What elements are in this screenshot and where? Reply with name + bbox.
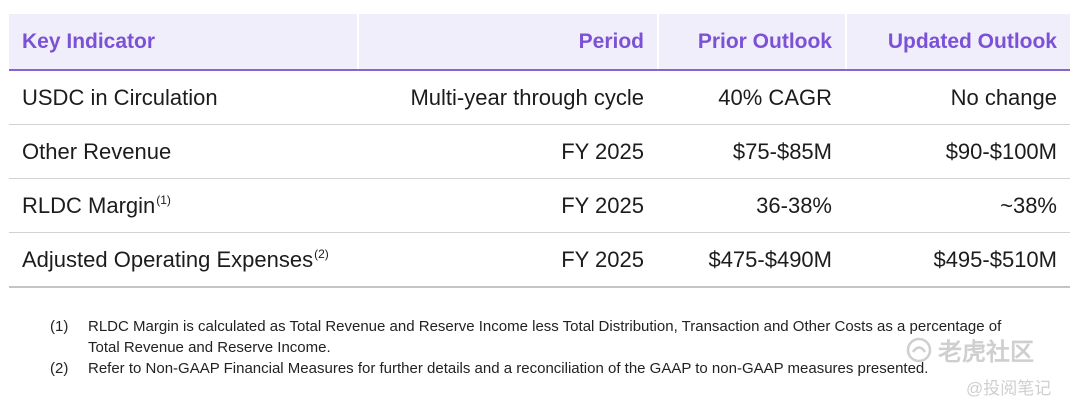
period-cell: FY 2025 [561, 192, 644, 218]
prior-outlook-cell: $475-$490M [708, 246, 832, 272]
watermark-brand-text: 老虎社区 [938, 339, 1034, 366]
footnote-number: (1) [50, 318, 69, 335]
prior-outlook-cell: 36-38% [756, 192, 832, 218]
indicator-label: RLDC Margin [22, 192, 156, 218]
table-row: RLDC Margin(1) FY 2025 36-38% ~38% [9, 179, 1070, 233]
indicator-label: Adjusted Operating Expenses [22, 246, 314, 272]
indicator-cell: Other Revenue [9, 139, 357, 165]
footnote: (2) Refer to Non-GAAP Financial Measures… [50, 358, 1010, 379]
updated-outlook-cell: No change [950, 84, 1057, 110]
period-cell: Multi-year through cycle [410, 84, 644, 110]
footnote-text: Refer to Non-GAAP Financial Measures for… [88, 360, 929, 377]
header-period: Period [357, 14, 657, 69]
period-cell: FY 2025 [561, 138, 644, 164]
header-key-indicator: Key Indicator [9, 14, 357, 69]
footnotes: (1) RLDC Margin is calculated as Total R… [50, 316, 1010, 379]
table-row: Adjusted Operating Expenses(2) FY 2025 $… [9, 233, 1070, 288]
indicator-label: Other Revenue [22, 138, 172, 164]
indicator-label: USDC in Circulation [22, 84, 218, 110]
period-cell: FY 2025 [561, 246, 644, 272]
indicator-cell: Adjusted Operating Expenses(2) [9, 247, 357, 273]
table-header-row: Key Indicator Period Prior Outlook Updat… [9, 14, 1070, 71]
updated-outlook-cell: ~38% [1000, 192, 1057, 218]
watermark-brand: 老虎社区 [906, 332, 1034, 367]
footnote-ref: (2) [314, 246, 329, 261]
outlook-table: Key Indicator Period Prior Outlook Updat… [9, 14, 1070, 288]
footnote: (1) RLDC Margin is calculated as Total R… [50, 316, 1010, 358]
footnote-number: (2) [50, 360, 69, 377]
indicator-cell: USDC in Circulation [9, 85, 357, 111]
indicator-cell: RLDC Margin(1) [9, 193, 357, 219]
prior-outlook-cell: $75-$85M [732, 138, 832, 164]
table-row: Other Revenue FY 2025 $75-$85M $90-$100M [9, 125, 1070, 179]
prior-outlook-cell: 40% CAGR [718, 84, 832, 110]
updated-outlook-cell: $90-$100M [945, 138, 1057, 164]
header-prior-outlook: Prior Outlook [657, 14, 845, 69]
table-row: USDC in Circulation Multi-year through c… [9, 71, 1070, 125]
footnote-text: RLDC Margin is calculated as Total Reven… [88, 318, 1002, 356]
updated-outlook-cell: $495-$510M [933, 246, 1057, 272]
watermark-handle: @投阅笔记 [966, 379, 1052, 398]
tiger-logo-icon [906, 337, 932, 362]
header-updated-outlook: Updated Outlook [845, 14, 1070, 69]
footnote-ref: (1) [156, 192, 171, 207]
